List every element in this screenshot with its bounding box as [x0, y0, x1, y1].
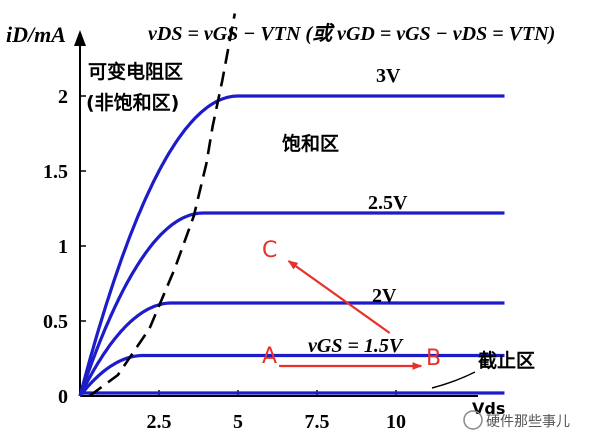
y-tick-label: 1.5	[43, 161, 68, 183]
series-line-3	[78, 353, 505, 398]
saturation-boundary-line	[88, 13, 237, 398]
y-tick-label: 0.5	[43, 311, 68, 333]
marker-c: C	[262, 238, 277, 263]
series-group	[78, 94, 505, 398]
marker-b: B	[426, 346, 441, 371]
ohmic-region-label: 可变电阻区	[88, 60, 183, 83]
series-line-0	[78, 94, 505, 397]
arrow-toward-C	[287, 260, 391, 334]
x-tick-label: 5	[233, 411, 243, 433]
series-label-2v: 2V	[372, 285, 397, 307]
y-tick-label: 1	[58, 236, 68, 258]
series-label-1-5v: vGS = 1.5V	[308, 335, 404, 357]
saturation-region-label: 饱和区	[282, 132, 339, 155]
series-line-1	[78, 211, 505, 397]
y-tick-label: 0	[58, 386, 68, 408]
watermark: 硬件那些事儿	[463, 410, 570, 430]
y-axis-label: iD/mA	[6, 22, 66, 47]
arrow-group	[279, 260, 423, 370]
chart-title: vDS = vGS − VTN (或 vGD = vGS − vDS = VTN…	[148, 22, 555, 45]
y-ticks: 0 0.5 1 1.5 2	[43, 86, 86, 408]
cutoff-region-label: 截止区	[478, 349, 535, 372]
series-label-3v: 3V	[376, 65, 401, 87]
y-tick-label: 2	[58, 86, 68, 108]
y-axis-arrow	[74, 30, 86, 46]
marker-a: A	[262, 344, 277, 369]
x-tick-label: 7.5	[305, 411, 330, 433]
watermark-text: 硬件那些事儿	[486, 414, 570, 430]
watermark-icon	[463, 410, 483, 430]
series-label-2-5v: 2.5V	[368, 192, 408, 214]
series-line-2	[78, 301, 505, 397]
x-axis-label: Vds	[472, 399, 505, 418]
ohmic-region-sublabel: (非饱和区)	[86, 91, 179, 114]
cutoff-pointer-line	[431, 371, 476, 389]
x-tick-label: 2.5	[147, 411, 172, 433]
x-tick-label: 10	[386, 411, 406, 433]
